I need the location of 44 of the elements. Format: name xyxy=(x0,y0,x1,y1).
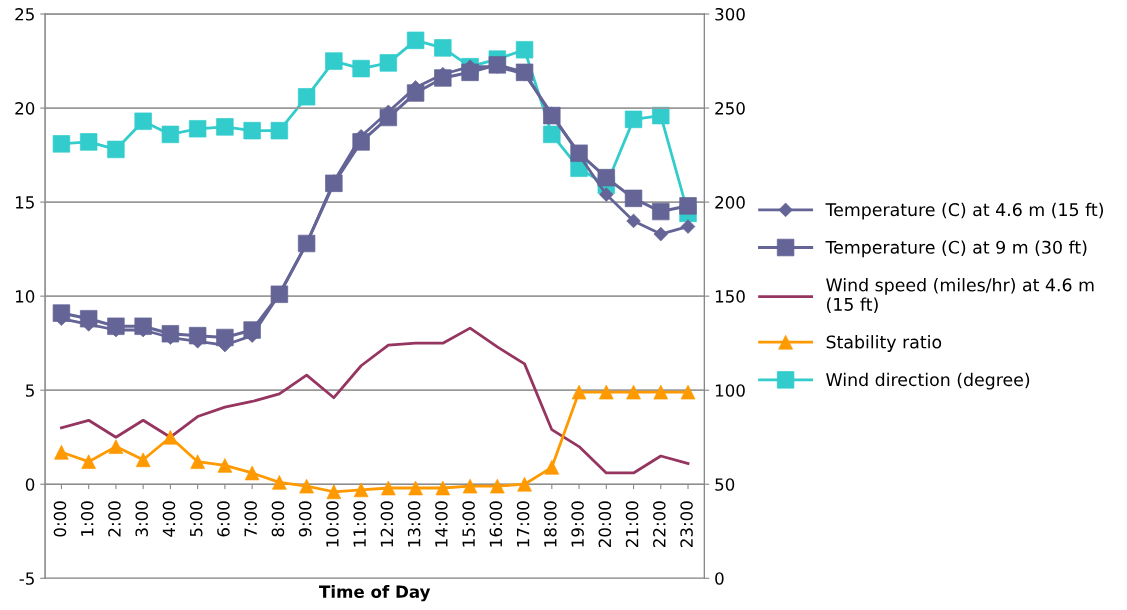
x-tick-label: 23:00 xyxy=(680,501,693,548)
y2-tick-label: 50 xyxy=(715,478,735,491)
x-tick-label: 12:00 xyxy=(380,501,394,547)
x-tick-label: 21:00 xyxy=(625,501,639,548)
x-tick-label: 4:00 xyxy=(162,501,176,537)
x-tick-label: 5:00 xyxy=(189,501,203,537)
y2-tick-label: 300 xyxy=(715,7,745,21)
x-tick-label: 1:00 xyxy=(80,501,94,536)
y-tick-label: 15 xyxy=(15,196,34,209)
x-tick-label: 20:00 xyxy=(598,501,612,548)
x-tick-label: 2:00 xyxy=(108,501,121,537)
y-tick-label: 25 xyxy=(15,7,34,21)
x-tick-label: 19:00 xyxy=(571,501,584,547)
x-tick-label: 6:00 xyxy=(217,501,230,537)
x-tick-label: 10:00 xyxy=(326,501,339,547)
x-tick-label: 13:00 xyxy=(407,501,421,547)
legend-label: Temperature (C) at 9 m (30 ft) xyxy=(825,240,1087,258)
x-tick-label: 16:00 xyxy=(489,501,503,547)
legend-label: Wind direction (degree) xyxy=(826,372,1030,390)
x-tick-label: 9:00 xyxy=(298,501,312,537)
x-tick-label: 3:00 xyxy=(135,501,148,537)
y2-tick-label: 200 xyxy=(715,196,745,209)
x-tick-label: 14:00 xyxy=(435,501,448,547)
y-tick-label: 0 xyxy=(25,478,35,491)
y2-tick-label: 150 xyxy=(715,290,745,303)
x-tick-label: 11:00 xyxy=(353,501,366,547)
y-tick-label: 10 xyxy=(15,290,35,303)
x-tick-label: 7:00 xyxy=(244,501,257,537)
y-tick-label: -5 xyxy=(19,572,34,585)
y2-tick-label: 0 xyxy=(715,572,724,585)
y-tick-label: 20 xyxy=(15,102,35,115)
x-tick-label: 17:00 xyxy=(516,501,530,547)
x-axis-title: Time of Day xyxy=(319,585,431,602)
x-tick-label: 18:00 xyxy=(544,501,557,547)
legend-label: Temperature (C) at 4.6 m (15 ft) xyxy=(825,202,1103,220)
y2-tick-label: 100 xyxy=(715,384,745,397)
x-tick-label: 8:00 xyxy=(271,501,285,537)
x-tick-label: 15:00 xyxy=(462,501,475,547)
x-tick-label: 0:00 xyxy=(53,501,67,537)
y-tick-label: 5 xyxy=(26,384,34,397)
y2-tick-label: 250 xyxy=(715,102,745,115)
legend-label: Stability ratio xyxy=(826,335,942,352)
x-tick-label: 22:00 xyxy=(653,501,666,548)
legend-label: Wind speed (miles/hr) at 4.6 m (15 ft) xyxy=(826,278,1094,313)
